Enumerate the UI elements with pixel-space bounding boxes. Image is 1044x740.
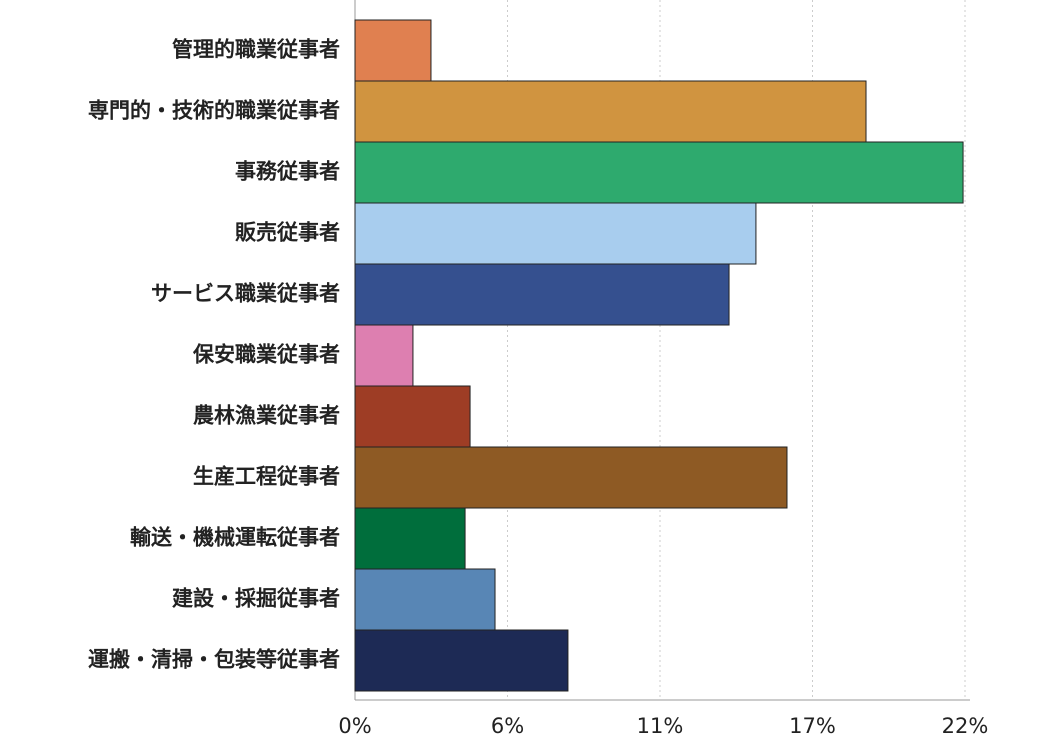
bar — [354, 446, 788, 509]
bar — [354, 629, 569, 692]
bar — [354, 568, 496, 631]
y-tick-label: 農林漁業従事者 — [193, 404, 340, 428]
bar — [354, 202, 757, 265]
y-tick-label: 管理的職業従事者 — [172, 38, 340, 62]
bar — [354, 19, 432, 82]
y-tick-label: 建設・採掘従事者 — [172, 587, 340, 611]
y-tick-label: 販売従事者 — [235, 221, 340, 245]
y-tick-label: 生産工程従事者 — [193, 465, 340, 489]
bar — [354, 141, 964, 204]
y-tick-label: 事務従事者 — [235, 160, 340, 184]
x-tick-label: 11% — [637, 714, 684, 738]
y-tick-label: 運搬・清掃・包装等従事者 — [88, 648, 340, 672]
y-tick-label: 専門的・技術的職業従事者 — [88, 99, 340, 123]
x-tick-label: 0% — [338, 714, 371, 738]
x-tick-label: 17% — [789, 714, 836, 738]
bar — [354, 385, 471, 448]
y-tick-label: 保安職業従事者 — [192, 343, 340, 367]
bar — [354, 263, 730, 326]
bar — [354, 80, 867, 143]
x-tick-label: 6% — [491, 714, 524, 738]
x-tick-label: 22% — [942, 714, 989, 738]
bar — [354, 507, 466, 570]
y-tick-label: 輸送・機械運転従事者 — [130, 526, 340, 550]
y-tick-label: サービス職業従事者 — [151, 282, 340, 306]
bar — [354, 324, 414, 387]
